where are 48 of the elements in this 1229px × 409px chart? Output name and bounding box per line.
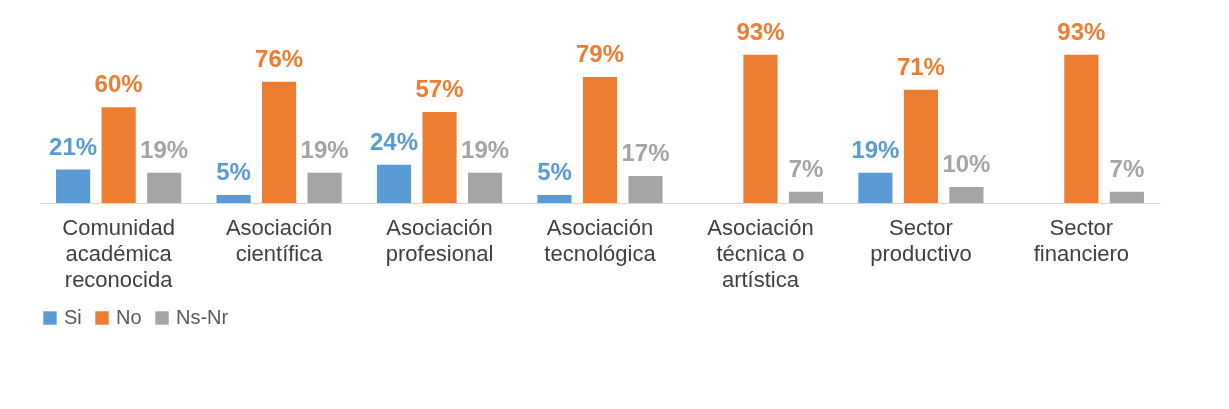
legend-label: Ns-Nr (176, 306, 229, 328)
data-label: 19% (140, 135, 189, 163)
bar (307, 172, 342, 203)
data-label: 71% (896, 52, 945, 80)
data-label: 57% (415, 75, 464, 103)
x-tick-label: Sector financiero (1033, 214, 1130, 266)
bar (582, 77, 618, 203)
data-label: 5% (216, 158, 251, 186)
data-label: 17% (621, 138, 670, 166)
x-tick-label: Asociación científica (225, 214, 333, 266)
bar (949, 187, 984, 203)
data-label: 76% (255, 44, 304, 72)
bar (628, 175, 663, 203)
x-tick-label: Asociación técnica o artística (707, 214, 814, 292)
data-label: 93% (736, 17, 785, 45)
bar (101, 107, 136, 203)
x-tick-label: Comunidad académica reconocida (62, 214, 175, 292)
data-label: 60% (94, 70, 143, 98)
data-label: 5% (537, 158, 572, 186)
x-tick-label: Asociación profesional (385, 214, 494, 266)
bar (1109, 191, 1144, 203)
bar (537, 195, 572, 203)
data-label: 79% (575, 40, 625, 68)
data-label: 7% (1109, 154, 1145, 182)
bar (788, 191, 824, 203)
x-tick-label: Sector productivo (870, 214, 972, 266)
bar (376, 164, 412, 203)
data-label: 7% (788, 154, 824, 182)
bar (147, 172, 182, 203)
legend-label: Si (64, 306, 82, 328)
data-label: 19% (300, 135, 349, 163)
x-tick-label: Asociación tecnológica (544, 214, 657, 266)
bar (56, 169, 91, 203)
bar (743, 54, 778, 203)
data-label: 24% (370, 127, 419, 155)
bar (858, 172, 893, 203)
bar (216, 195, 251, 203)
data-label: 93% (1057, 17, 1106, 45)
data-label: 19% (461, 135, 510, 163)
bar (262, 81, 297, 203)
data-label: 19% (851, 135, 900, 163)
bar (1064, 54, 1099, 203)
bar (467, 172, 503, 203)
data-label: 10% (942, 150, 991, 178)
bar (903, 89, 938, 203)
legend-label: No (116, 306, 142, 328)
data-label: 21% (49, 132, 98, 160)
bar (422, 112, 457, 203)
